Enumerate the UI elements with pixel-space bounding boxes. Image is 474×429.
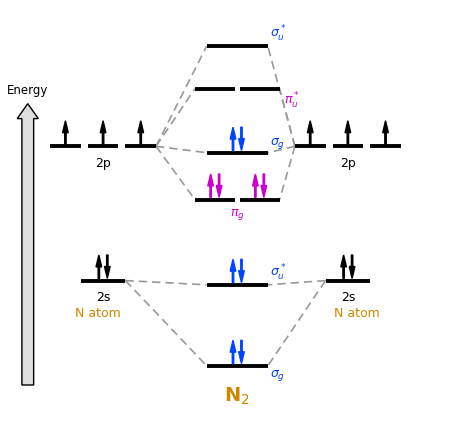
FancyArrow shape	[238, 259, 244, 283]
Text: N$_2$: N$_2$	[224, 386, 250, 407]
Text: $\sigma_g$: $\sigma_g$	[270, 136, 285, 151]
FancyArrow shape	[383, 121, 388, 144]
FancyArrow shape	[104, 255, 110, 278]
FancyArrow shape	[216, 174, 222, 197]
Text: $\sigma_g$: $\sigma_g$	[270, 368, 285, 383]
FancyArrow shape	[17, 104, 38, 385]
FancyArrow shape	[349, 255, 355, 278]
FancyArrow shape	[230, 127, 236, 151]
Text: 2s: 2s	[341, 291, 355, 304]
FancyArrow shape	[96, 255, 101, 278]
FancyArrow shape	[238, 340, 244, 364]
Text: $\sigma_u^*$: $\sigma_u^*$	[270, 263, 287, 283]
FancyArrow shape	[307, 121, 313, 144]
FancyArrow shape	[63, 121, 68, 144]
Text: 2s: 2s	[96, 291, 110, 304]
Text: 2p: 2p	[340, 157, 356, 170]
FancyArrow shape	[138, 121, 144, 144]
FancyArrow shape	[100, 121, 106, 144]
FancyArrow shape	[345, 121, 351, 144]
Text: $\pi_g$: $\pi_g$	[230, 207, 245, 222]
Text: 2p: 2p	[95, 157, 111, 170]
FancyArrow shape	[230, 340, 236, 364]
FancyArrow shape	[238, 127, 244, 151]
Text: $\sigma_u^*$: $\sigma_u^*$	[270, 24, 287, 44]
FancyArrow shape	[261, 174, 267, 197]
FancyArrow shape	[208, 174, 213, 197]
FancyArrow shape	[253, 174, 258, 197]
FancyArrow shape	[341, 255, 346, 278]
Text: Energy: Energy	[7, 84, 48, 97]
Text: $\pi_u^*$: $\pi_u^*$	[284, 91, 301, 111]
Text: N atom: N atom	[75, 307, 121, 320]
Text: N atom: N atom	[334, 307, 380, 320]
FancyArrow shape	[230, 259, 236, 283]
